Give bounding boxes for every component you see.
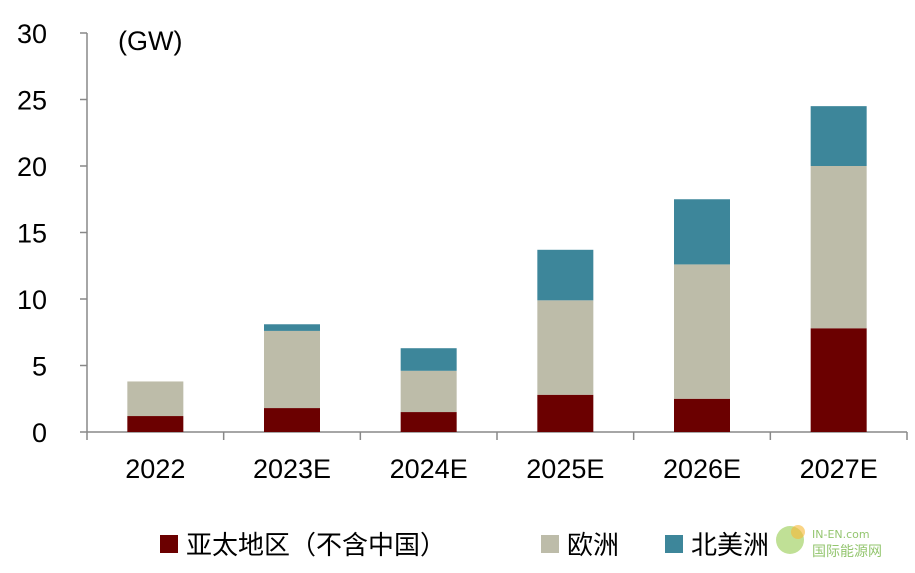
legend-swatch [541, 535, 559, 553]
unit-label: (GW) [118, 26, 182, 56]
y-tick-label: 15 [17, 219, 47, 249]
bar-segment [127, 416, 184, 432]
bar-segment [400, 412, 457, 432]
x-axis: 2022 2023E 2024E 2025E 2026E 2027E [86, 431, 908, 484]
bar-segment [400, 370, 457, 413]
legend-swatch [665, 535, 683, 553]
bar-segment [810, 166, 867, 329]
bar-segment [674, 264, 730, 399]
x-tick-label: 2024E [390, 454, 468, 484]
y-tick-label: 0 [32, 418, 47, 448]
y-axis: 0 5 10 15 20 25 30 [17, 19, 88, 448]
y-tick-label: 20 [17, 152, 47, 182]
x-tick-label: 2023E [253, 454, 331, 484]
bar-segment [400, 348, 457, 371]
legend-label: 北美洲 [691, 531, 769, 561]
bar-segment [537, 394, 594, 432]
x-tick-label: 2025E [526, 454, 604, 484]
watermark-line2: 国际能源网 [812, 544, 882, 560]
bar-segment [264, 408, 320, 432]
watermark-line1: IN-EN.com [812, 528, 870, 541]
x-tick-label: 2026E [663, 454, 741, 484]
bar-segment [127, 381, 184, 417]
legend-swatch [160, 535, 178, 553]
legend-label: 亚太地区（不含中国） [186, 531, 446, 561]
bar-segment [810, 328, 867, 432]
watermark: IN-EN.com 国际能源网 [776, 525, 882, 560]
y-tick-label: 30 [17, 19, 47, 49]
y-tick-label: 5 [32, 352, 47, 382]
bar-segment [674, 199, 730, 265]
bar-segment [537, 249, 594, 301]
bar-segment [674, 398, 730, 432]
y-tick-label: 25 [17, 86, 47, 116]
x-tick-label: 2022 [125, 454, 185, 484]
bar-segment [810, 106, 867, 166]
y-tick-label: 10 [17, 285, 47, 315]
bars [127, 106, 867, 432]
bar-segment [264, 330, 320, 409]
x-tick-label: 2027E [800, 454, 878, 484]
legend: 亚太地区（不含中国） 欧洲 北美洲 [160, 531, 769, 561]
legend-label: 欧洲 [567, 531, 619, 561]
bar-segment [264, 324, 320, 331]
bar-segment [537, 300, 594, 395]
watermark-sun-icon [791, 525, 805, 539]
